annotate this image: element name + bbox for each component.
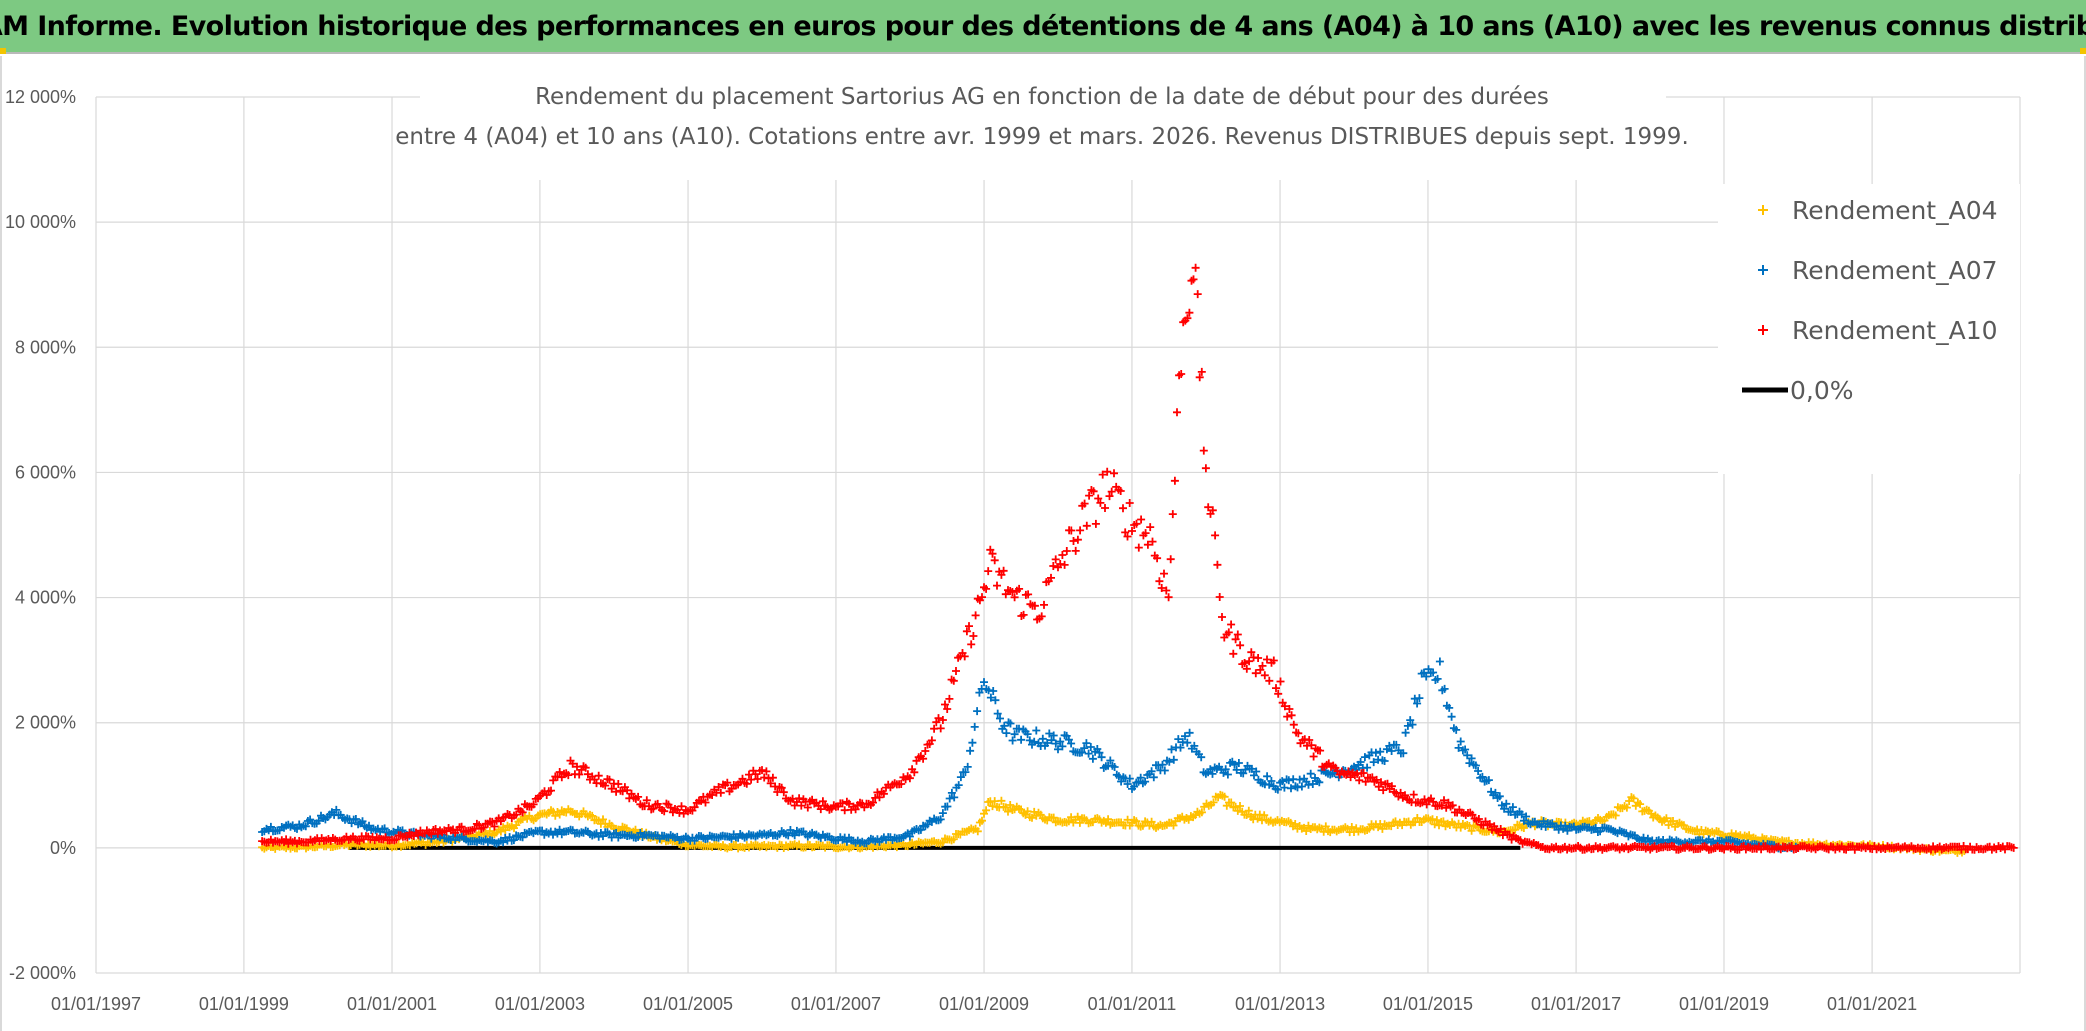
chart-title-bg bbox=[420, 72, 1666, 180]
legend-label: Rendement_A10 bbox=[1792, 316, 1998, 345]
chart-svg: -2 000% 0% 2 000% 4 000% 6 000% 8 000% 10 000%… bbox=[5, 72, 2021, 1014]
y-tick-label: -2 000% bbox=[9, 963, 76, 983]
legend-label: Rendement_A07 bbox=[1792, 256, 1998, 285]
series-markers bbox=[258, 657, 1802, 853]
banner-title: ADAM Informe. Evolution historique des p… bbox=[0, 10, 2086, 42]
legend-label: Rendement_A04 bbox=[1792, 196, 1998, 225]
x-tick-label: 01/01/2009 bbox=[939, 994, 1029, 1014]
legend-swatch bbox=[1758, 325, 1768, 335]
legend-box bbox=[1718, 184, 2020, 474]
y-tick-label: 0% bbox=[50, 838, 76, 858]
legend-swatch bbox=[1758, 205, 1768, 215]
y-tick-label: 4 000% bbox=[15, 588, 76, 608]
y-tick-label: 10 000% bbox=[5, 212, 76, 232]
y-tick-label: 12 000% bbox=[5, 87, 76, 107]
x-tick-label: 01/01/2019 bbox=[1679, 994, 1769, 1014]
series-markers bbox=[258, 263, 2018, 854]
chart-title-line2: entre 4 (A04) et 10 ans (A10). Cotations… bbox=[395, 124, 1689, 150]
axis-labels: -2 000% 0% 2 000% 4 000% 6 000% 8 000% 10 000%… bbox=[5, 87, 1917, 1014]
chart-title-line1: Rendement du placement Sartorius AG en f… bbox=[535, 84, 1549, 110]
x-tick-label: 01/01/2003 bbox=[495, 994, 585, 1014]
legend-label: 0,0% bbox=[1790, 376, 1854, 405]
x-tick-label: 01/01/2001 bbox=[347, 994, 437, 1014]
page-banner: ADAM Informe. Evolution historique des p… bbox=[0, 0, 2086, 54]
legend-swatch bbox=[1758, 265, 1768, 275]
x-tick-label: 01/01/2015 bbox=[1383, 994, 1473, 1014]
corner-mark bbox=[2080, 48, 2086, 54]
x-tick-label: 01/01/2017 bbox=[1531, 994, 1621, 1014]
legend: Rendement_A04 Rendement_A07 Rendement_A10 0… bbox=[1718, 184, 2020, 474]
x-tick-label: 01/01/1999 bbox=[199, 994, 289, 1014]
chart-area: -2 000% 0% 2 000% 4 000% 6 000% 8 000% 10 000%… bbox=[0, 56, 2086, 1031]
x-tick-label: 01/01/2005 bbox=[643, 994, 733, 1014]
points-layer bbox=[258, 263, 2018, 857]
grid-layer bbox=[95, 96, 2021, 974]
x-tick-label: 01/01/2007 bbox=[791, 994, 881, 1014]
series-rendement_a07 bbox=[258, 657, 1802, 853]
x-tick-label: 01/01/2013 bbox=[1235, 994, 1325, 1014]
y-tick-label: 8 000% bbox=[15, 337, 76, 357]
series-rendement_a10 bbox=[258, 263, 2018, 854]
x-tick-label: 01/01/1997 bbox=[51, 994, 141, 1014]
corner-mark bbox=[0, 48, 6, 54]
x-tick-label: 01/01/2021 bbox=[1827, 994, 1917, 1014]
y-tick-label: 2 000% bbox=[15, 713, 76, 733]
x-tick-label: 01/01/2011 bbox=[1088, 994, 1177, 1014]
y-tick-label: 6 000% bbox=[15, 462, 76, 482]
